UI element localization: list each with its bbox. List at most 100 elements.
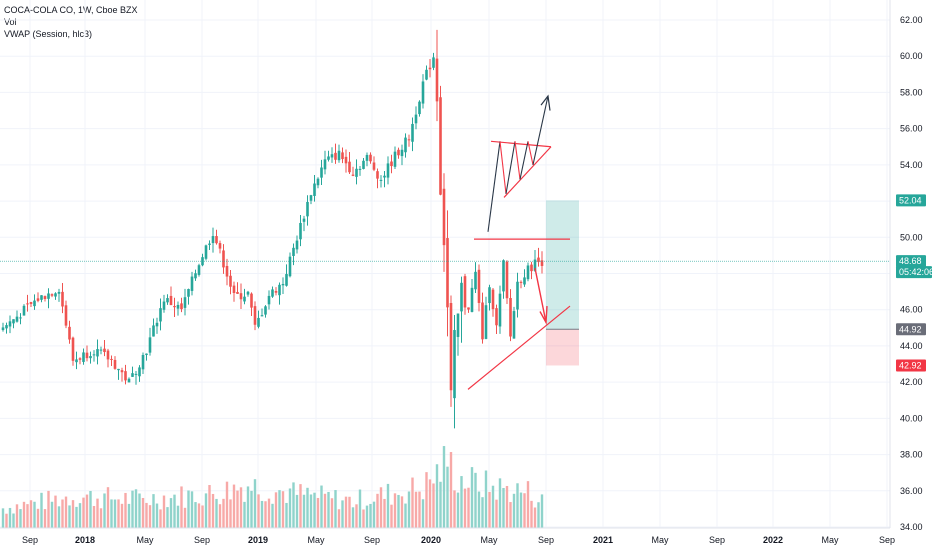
candle-body [271, 289, 274, 297]
volume-bar [222, 498, 225, 528]
volume-bar [505, 485, 509, 528]
volume-bar [278, 490, 281, 528]
volume-bar [103, 493, 106, 528]
volume-bar [232, 484, 236, 528]
volume-bar [386, 483, 390, 528]
volume-bar [99, 508, 103, 528]
long-position-loss-zone[interactable] [546, 329, 579, 366]
volume-bar [271, 503, 274, 528]
candle-body [393, 151, 397, 167]
price-tag-label: 48.68 [899, 256, 922, 266]
price-tag-last[interactable] [896, 255, 926, 268]
candle-body [344, 156, 348, 164]
candle-body [414, 114, 418, 124]
volume-bar [246, 486, 250, 528]
volume-bar [92, 505, 96, 528]
price-tag-stop[interactable] [896, 359, 926, 372]
price-tag-countdown[interactable] [896, 266, 932, 279]
zigzag-down-leg[interactable] [499, 141, 507, 194]
time-axis-tick: May [480, 535, 498, 545]
price-tag-entry[interactable] [896, 323, 926, 336]
triangle-bottom-line[interactable] [503, 146, 552, 198]
volume-bar [131, 490, 134, 528]
target-arrow-head [540, 94, 551, 111]
legend-vwap[interactable]: VWAP (Session, hlc3) [4, 29, 93, 39]
candle-body [127, 378, 131, 383]
candle-body [190, 276, 194, 291]
candle-body [299, 222, 302, 240]
volume-bar [166, 507, 169, 528]
projection-arrow-down[interactable] [534, 267, 547, 323]
candle-body [502, 260, 505, 292]
candle-body [141, 354, 145, 370]
time-axis-tick: 2019 [248, 535, 268, 545]
volume-bar [327, 491, 330, 528]
volume-bar [397, 494, 400, 528]
candle-body [187, 289, 190, 297]
volume-bar [463, 488, 467, 528]
candle-body [82, 352, 85, 362]
volume-bar [218, 504, 222, 528]
volume-bar [488, 491, 491, 528]
candle-body [341, 152, 344, 160]
candle-body [96, 349, 99, 357]
candle-body [176, 304, 180, 309]
volume-bar [22, 501, 26, 528]
candle-body [348, 161, 351, 173]
price-tag-label: 42.92 [899, 360, 922, 370]
zigzag-up-leg[interactable] [487, 141, 501, 232]
price-tag-target[interactable] [896, 194, 926, 207]
time-axis-tick: May [821, 535, 839, 545]
legend-symbol[interactable]: COCA-COLA CO, 1W, Cboe BZX [4, 5, 138, 15]
volume-bar [43, 509, 47, 528]
volume-bar [176, 505, 180, 528]
volume-bar [169, 498, 173, 528]
zigzag-up-leg[interactable] [505, 141, 516, 194]
price-axis-tick: 44.00 [900, 341, 923, 351]
volume-bar [442, 446, 446, 528]
volume-bar [481, 497, 484, 528]
candle-body [19, 317, 22, 319]
volume-bar [435, 464, 439, 528]
zigzag-down-leg[interactable] [527, 141, 534, 165]
triangle-top-line[interactable] [490, 140, 552, 148]
candle-body [449, 303, 453, 391]
volume-bar [204, 493, 208, 528]
candle-body [57, 291, 61, 294]
volume-bar [439, 481, 442, 528]
price-tag-label: 05:42:06 [899, 267, 932, 277]
time-axis-tick: Sep [22, 535, 38, 545]
volume-bar [316, 497, 320, 528]
legend-volume[interactable]: Vol [4, 17, 17, 27]
candle-body [327, 156, 330, 160]
candle-body [316, 178, 320, 186]
volume-bar [344, 496, 348, 528]
candle-body [12, 319, 15, 324]
candle-body [516, 281, 519, 310]
candle-body [337, 150, 341, 161]
candle-body [491, 289, 495, 310]
candle-body [138, 367, 141, 377]
volume-bar [239, 487, 243, 528]
candle-body [383, 175, 386, 178]
candle-body [285, 274, 288, 286]
price-axis-tick: 54.00 [900, 160, 923, 170]
support-trendline[interactable] [467, 305, 571, 390]
candle-body [103, 348, 106, 353]
price-axis-tick: 46.00 [900, 305, 923, 315]
zigzag-up-leg[interactable] [519, 141, 529, 180]
candle-body [334, 152, 337, 160]
zigzag-down-leg[interactable] [514, 141, 521, 180]
long-position-profit-zone[interactable] [546, 200, 579, 330]
volume-bar [194, 502, 197, 528]
candle-body [292, 247, 295, 256]
zigzag-up-leg[interactable] [532, 95, 549, 165]
volume-bar [404, 503, 407, 528]
candle-body [442, 188, 446, 246]
volume-bar [71, 500, 75, 528]
volume-bar [330, 498, 334, 528]
volume-bar [152, 494, 155, 528]
volume-bar [187, 490, 190, 528]
candle-body [523, 277, 526, 285]
